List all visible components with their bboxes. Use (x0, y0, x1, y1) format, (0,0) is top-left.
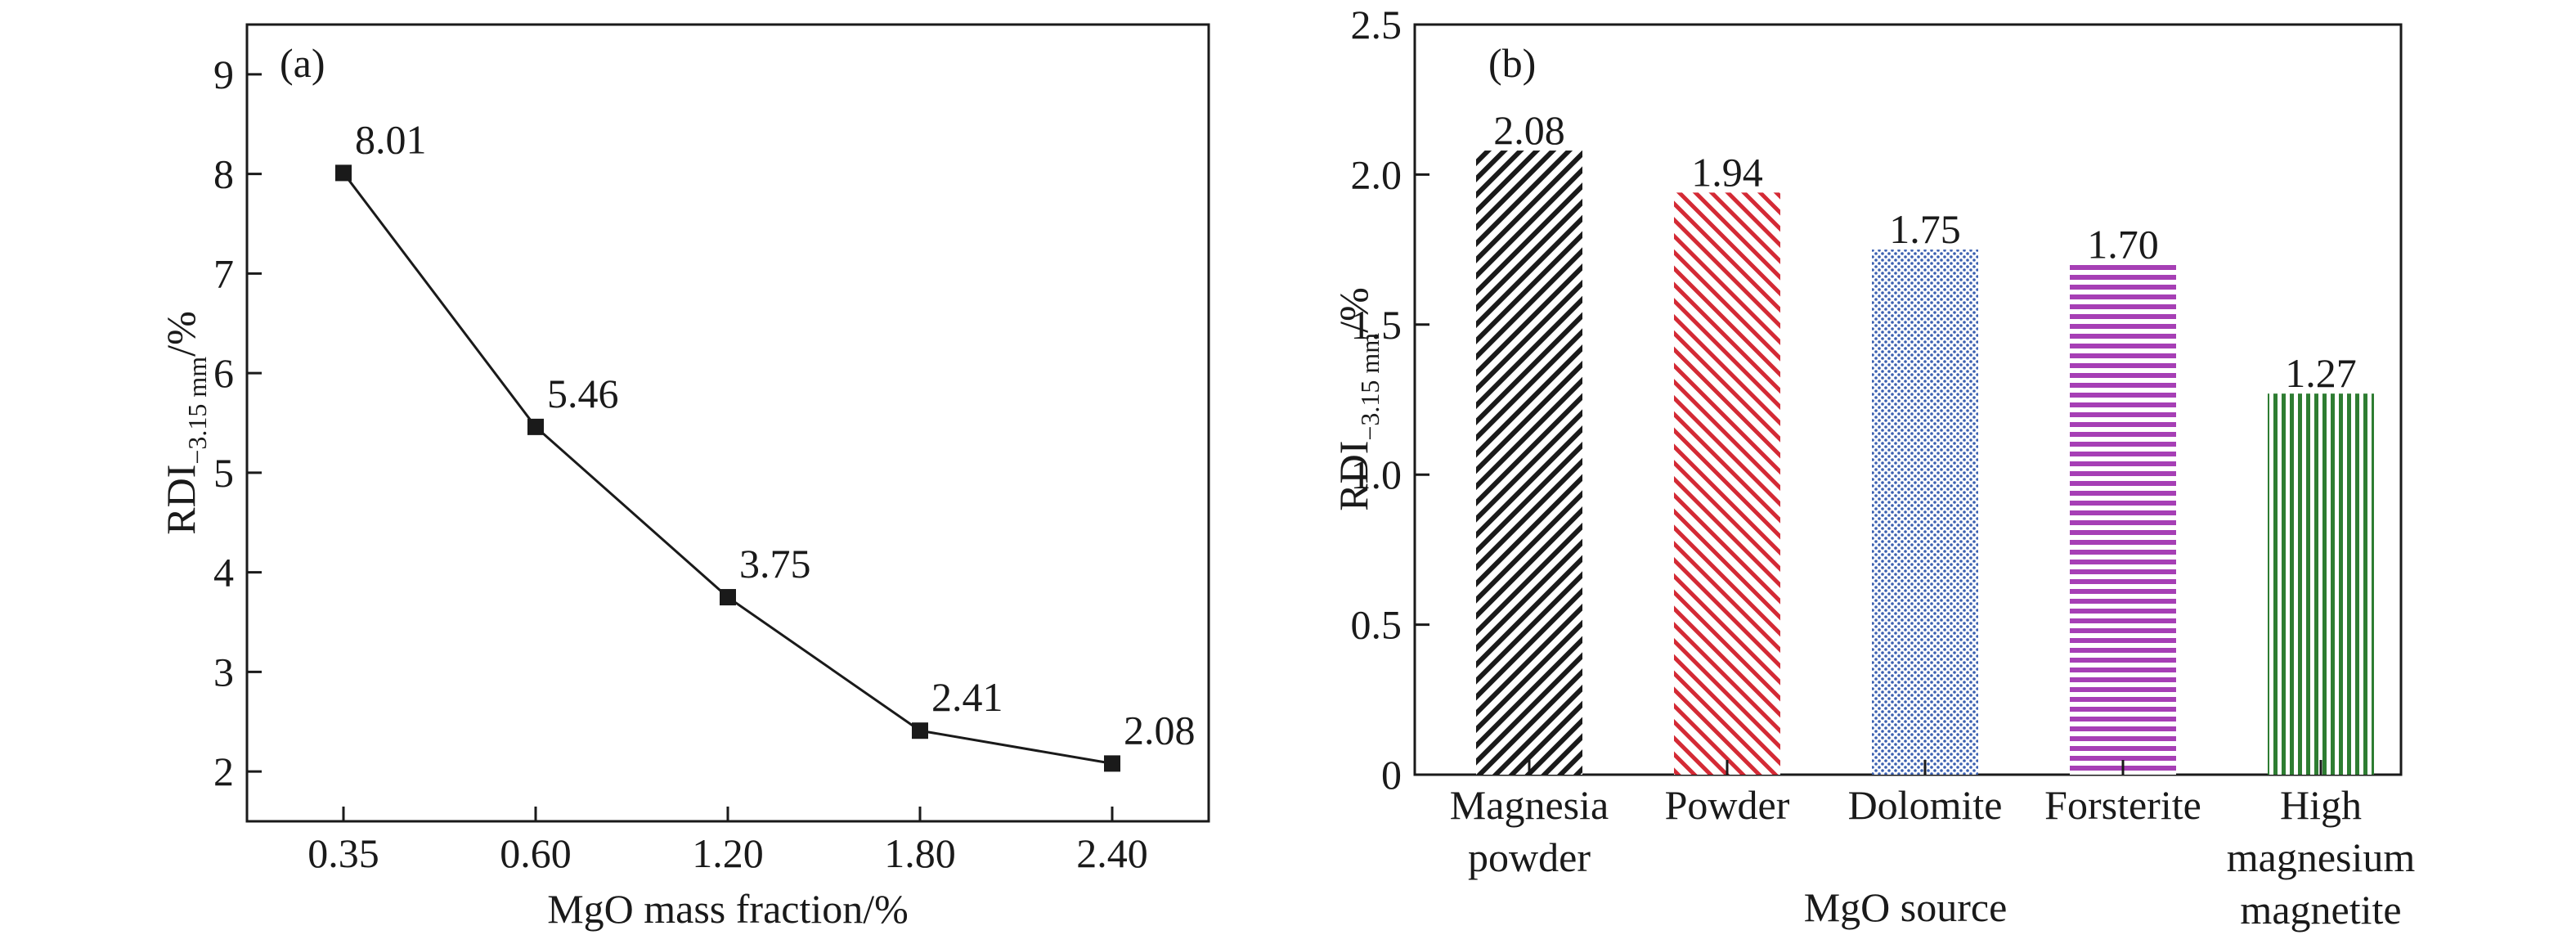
b-y-tick-label: 1.0 (1351, 452, 1402, 497)
panel-b-y-ticks: 0 0.5 1.0 1.5 2.0 2.5 (1351, 2, 1429, 798)
b-x-tick-label: powder (1468, 834, 1591, 880)
a-x-tick-label: 2.40 (1076, 830, 1148, 876)
b-y-tick-label: 0 (1381, 752, 1402, 798)
panel-b-y-axis-title: RDI−3.15 mm/% (1331, 287, 1384, 510)
a-y-tick-label: 2 (213, 748, 234, 794)
b-data-label: 1.27 (2285, 350, 2357, 396)
panel-a-x-ticks: 0.35 0.60 1.20 1.80 2.40 (307, 807, 1148, 876)
a-y-tick-label: 7 (213, 250, 234, 296)
b-x-tick-label: magnetite (2240, 887, 2401, 933)
b-x-tick-label: Forsterite (2044, 782, 2201, 828)
b-x-tick-label: Dolomite (1848, 782, 2003, 828)
b-bar (2070, 264, 2176, 775)
b-data-label: 1.75 (1889, 206, 1961, 252)
panel-b-x-axis-title: MgO source (1804, 884, 2008, 930)
a-x-tick-label: 0.35 (307, 830, 379, 876)
panel-a-y-axis-title: RDI−3.15 mm/% (158, 311, 212, 534)
panel-a-y-title-sub: −3.15 mm (182, 357, 212, 465)
a-x-tick-label: 1.20 (692, 830, 764, 876)
a-y-tick-label: 4 (213, 550, 234, 596)
panel-b-y-title-main: RDI (1331, 441, 1376, 511)
b-y-tick-label: 2.5 (1351, 2, 1402, 47)
a-data-point (527, 418, 544, 435)
b-bar (1476, 151, 1582, 775)
b-x-tick-label: Magnesia (1450, 782, 1609, 828)
panel-a-y-ticks: 2 3 4 5 6 7 8 9 (213, 52, 262, 794)
a-data-label: 2.08 (1124, 707, 1196, 753)
b-y-tick-label: 0.5 (1351, 602, 1402, 648)
b-y-tick-label: 2.0 (1351, 151, 1402, 197)
a-data-point (912, 722, 928, 739)
panel-a-y-title-suffix: /% (158, 311, 204, 357)
b-data-label: 1.70 (2087, 221, 2159, 267)
b-bar (1674, 192, 1780, 775)
b-data-label: 2.08 (1493, 107, 1565, 153)
b-bar (1872, 249, 1978, 775)
a-data-point (720, 589, 736, 606)
panel-a-x-axis-title: MgO mass fraction/% (547, 886, 909, 932)
panel-a-series: 8.01 5.46 3.75 2.41 2.08 (335, 116, 1196, 772)
a-data-label: 8.01 (355, 116, 427, 162)
panel-a-y-title-main: RDI (158, 465, 204, 535)
b-data-label: 1.94 (1691, 149, 1763, 195)
a-data-label: 3.75 (739, 541, 811, 587)
panel-b-label: (b) (1488, 40, 1536, 86)
b-bar (2268, 393, 2374, 775)
a-data-label: 5.46 (547, 371, 619, 416)
panel-a-line-chart: (a) 2 3 4 5 6 7 8 9 0.35 0.60 1.20 1.80 2.40 8.01 5.… (158, 23, 1210, 932)
b-y-tick-label: 1.5 (1351, 302, 1402, 348)
a-y-tick-label: 9 (213, 52, 234, 97)
a-y-tick-label: 6 (213, 350, 234, 396)
a-x-tick-label: 0.60 (500, 830, 572, 876)
a-data-label: 2.41 (931, 674, 1003, 720)
panel-b-y-title-suffix: /% (1331, 287, 1376, 333)
b-x-tick-label: High (2280, 782, 2362, 828)
panel-b-bar-chart: (b) 0 0.5 1.0 1.5 2.0 2.5 2.08 1.94 1.75 1.70 1.2… (1331, 2, 2415, 933)
a-x-tick-label: 1.80 (884, 830, 956, 876)
panel-b-y-title-sub: −3.15 mm (1355, 333, 1384, 441)
panel-a-label: (a) (280, 40, 325, 86)
a-data-point (1104, 755, 1120, 772)
panel-b-bars: 2.08 1.94 1.75 1.70 1.27 (1476, 107, 2374, 775)
panel-b-x-ticks: Magnesia powder Powder Dolomite Forsterite Hi… (1450, 760, 2416, 933)
b-x-tick-label: magnesium (2227, 834, 2416, 880)
a-y-tick-label: 8 (213, 151, 234, 197)
a-data-point (335, 164, 352, 182)
b-x-tick-label: Powder (1665, 782, 1790, 828)
a-y-tick-label: 3 (213, 649, 234, 695)
a-y-tick-label: 5 (213, 450, 234, 496)
